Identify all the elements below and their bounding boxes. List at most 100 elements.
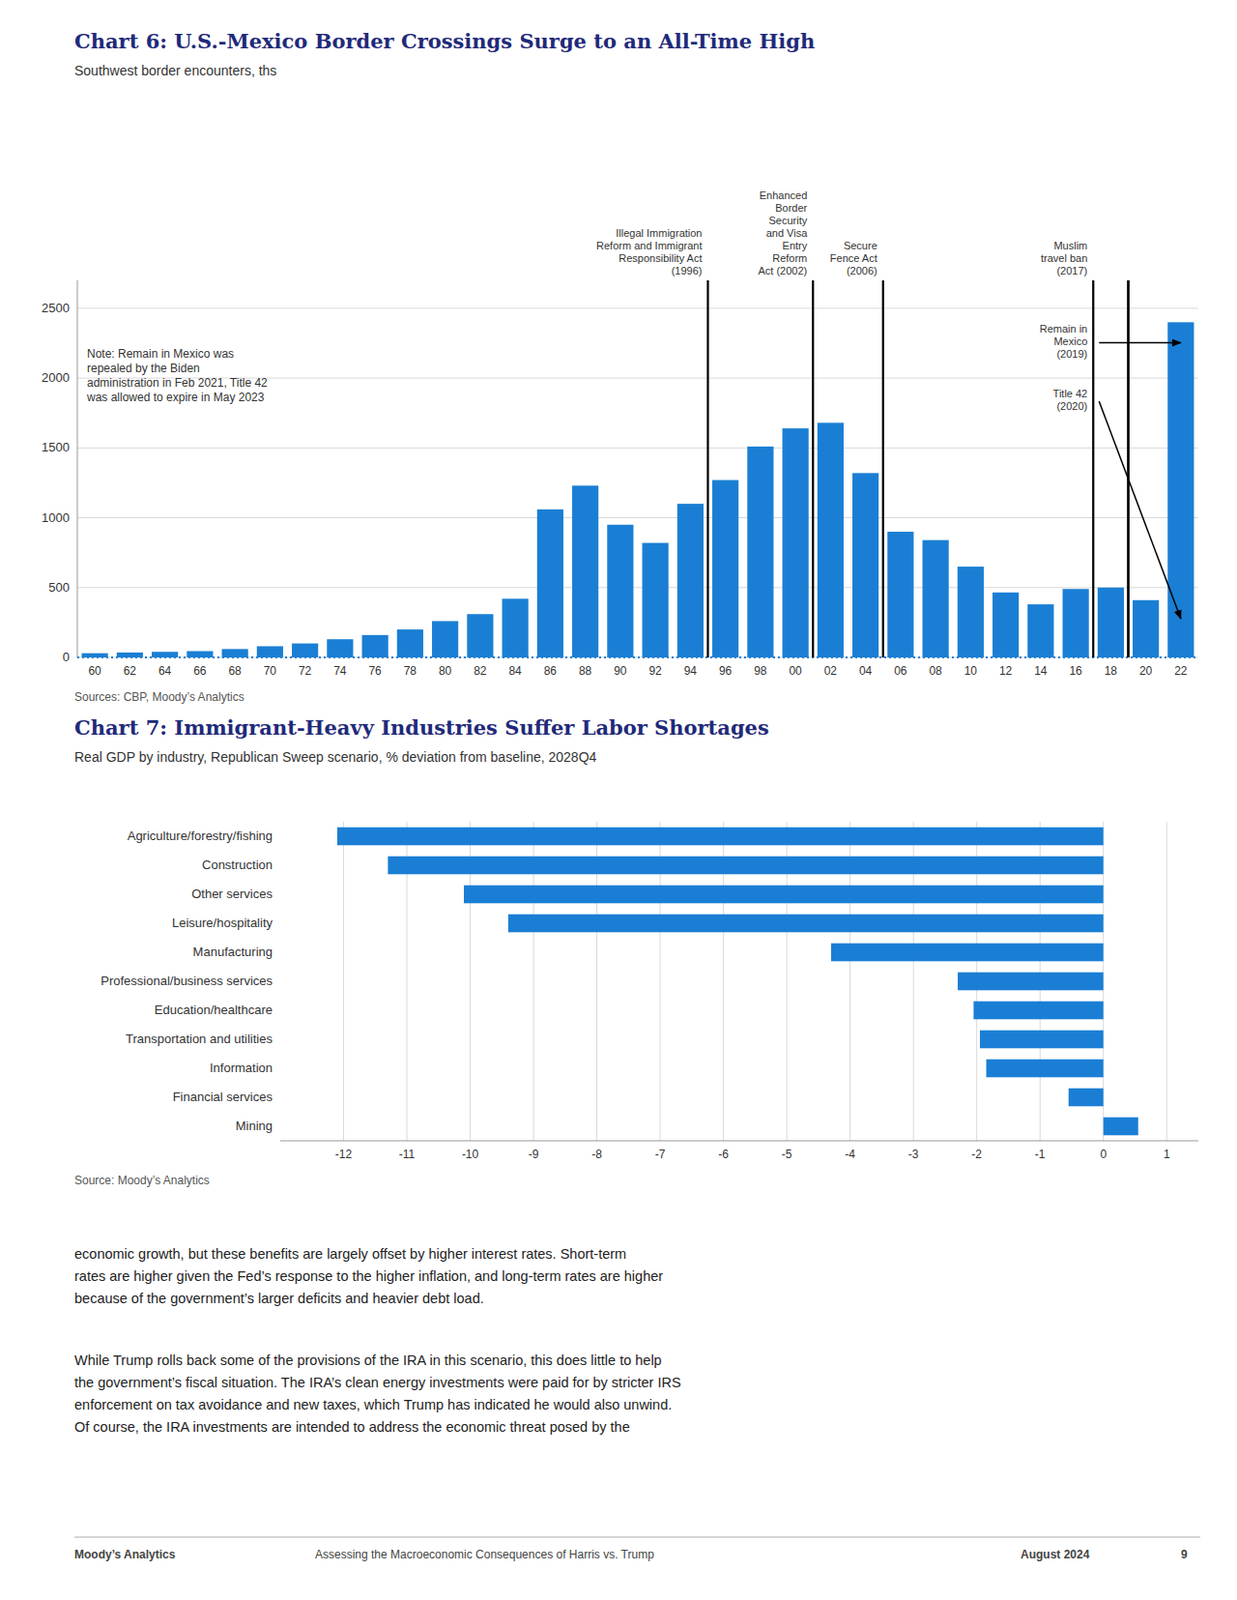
x-tick-label: 16	[1068, 663, 1083, 678]
x-tick-label: 12	[999, 663, 1013, 678]
grid-line	[77, 586, 1199, 588]
arrow	[1098, 342, 1181, 345]
text-line: Security	[769, 214, 808, 227]
x-tick-label: 04	[859, 663, 873, 678]
text-line: repealed by the Biden	[86, 361, 201, 375]
bar	[431, 620, 459, 658]
y-tick-label: Education/healthcare	[154, 1002, 273, 1017]
x-tick-label: 98	[753, 663, 768, 678]
bar	[979, 1030, 1104, 1049]
source: Source: Moody’s Analytics	[74, 1173, 210, 1187]
y-tick-label: 1500	[41, 439, 70, 455]
bar	[1027, 604, 1054, 658]
y-tick-label: Manufacturing	[193, 944, 273, 959]
bar	[1132, 600, 1159, 658]
text-line: Act (2002)	[758, 264, 808, 277]
bar	[1063, 588, 1090, 658]
grid-line	[77, 447, 1199, 449]
text-line: Illegal Immigration	[615, 227, 702, 239]
bar	[502, 598, 529, 658]
text-line: Entry	[782, 239, 808, 252]
x-tick-label: 60	[87, 663, 102, 678]
text-line: Of course, the IRA investments are inten…	[74, 1418, 631, 1435]
footer-text: Assessing the Macroeconomic Consequences…	[315, 1547, 655, 1561]
chart-7: -12-11-10-9-8-7-6-5-4-3-2-101MiningFinan…	[100, 821, 1199, 1161]
bar	[1097, 587, 1124, 658]
footer-text: Moody’s Analytics	[74, 1547, 176, 1561]
y-tick-label: Mining	[235, 1118, 273, 1133]
annotation: EnhancedBorderSecurityand VisaEntryRefor…	[758, 189, 809, 277]
x-tick-label: 18	[1104, 663, 1119, 678]
x-tick-label: -4	[844, 1147, 856, 1161]
y-tick-label: Other services	[191, 886, 273, 901]
bar	[337, 827, 1104, 846]
y-tick-label: 2000	[41, 370, 70, 385]
bar	[887, 531, 914, 658]
text-line: Border	[775, 201, 807, 214]
x-tick-label: 84	[508, 663, 522, 678]
chart-subtitle: Real GDP by industry, Republican Sweep s…	[74, 748, 598, 765]
text-line: (2006)	[846, 264, 878, 277]
y-tick-label: 0	[62, 649, 70, 664]
text-line: (2017)	[1056, 264, 1088, 277]
x-tick-label: 88	[578, 663, 593, 678]
source: Sources: CBP, Moody’s Analytics	[74, 690, 245, 704]
policy-line	[882, 280, 885, 658]
bar	[362, 634, 389, 658]
bar	[1167, 321, 1194, 658]
bar	[291, 643, 318, 658]
x-tick-label: 92	[648, 663, 662, 678]
bar	[606, 524, 633, 658]
text-line: Enhanced	[759, 189, 808, 202]
grid-line	[343, 821, 345, 1141]
annotation: Title 42(2020)	[1053, 387, 1089, 412]
text-line: because of the government’s larger defic…	[74, 1290, 485, 1306]
annotation: Muslimtravel ban(2017)	[1040, 239, 1088, 277]
body-text: economic growth, but these benefits are …	[74, 1245, 663, 1306]
bar	[537, 509, 564, 658]
footer-text: 9	[1180, 1547, 1188, 1561]
x-tick-label: 22	[1174, 663, 1188, 678]
bar	[957, 972, 1104, 991]
text-line: Fence Act	[830, 252, 878, 264]
chart-title: Chart 7: Immigrant-Heavy Industries Suff…	[74, 715, 770, 740]
x-tick-label: -9	[528, 1147, 540, 1161]
x-tick-label: 80	[438, 663, 453, 678]
text-line: (1996)	[671, 264, 703, 277]
zero-line	[77, 656, 1199, 659]
bar	[986, 1059, 1104, 1078]
x-axis-line	[280, 1140, 1199, 1142]
y-tick-label: Financial services	[172, 1089, 274, 1104]
bar	[116, 652, 144, 658]
y-tick-label: Construction	[201, 857, 273, 872]
annotation: Remain inMexico(2019)	[1039, 322, 1089, 360]
bar	[1068, 1088, 1104, 1107]
text-line: Responsibility Act	[618, 252, 702, 264]
bar	[222, 648, 249, 658]
policy-line	[1092, 280, 1094, 658]
bar	[466, 613, 493, 658]
text-line: rates are higher given the Fed’s respons…	[74, 1267, 663, 1284]
x-tick-label: 08	[928, 663, 943, 678]
bar	[992, 592, 1019, 658]
bar	[82, 653, 109, 658]
text-line: (2020)	[1056, 400, 1088, 412]
x-tick-label: -7	[655, 1147, 666, 1161]
text-line: (2019)	[1056, 347, 1088, 360]
bar	[817, 422, 844, 658]
y-tick-label: 500	[48, 579, 70, 595]
text-line: Title 42	[1053, 387, 1089, 400]
text-line: Muslim	[1053, 239, 1088, 252]
footer-rule	[74, 1536, 1201, 1538]
note: Note: Remain in Mexico wasrepealed by th…	[86, 346, 268, 404]
text-line: economic growth, but these benefits are …	[74, 1245, 627, 1262]
annotation: SecureFence Act(2006)	[830, 239, 878, 277]
bar	[1103, 1117, 1139, 1136]
annotation: Illegal ImmigrationReform and ImmigrantR…	[596, 227, 702, 277]
grid-line	[1166, 821, 1168, 1141]
x-tick-label: -11	[399, 1147, 416, 1161]
x-tick-label: 20	[1139, 663, 1153, 678]
bar	[572, 485, 599, 658]
bar	[831, 943, 1104, 962]
x-tick-label: -12	[335, 1147, 353, 1161]
